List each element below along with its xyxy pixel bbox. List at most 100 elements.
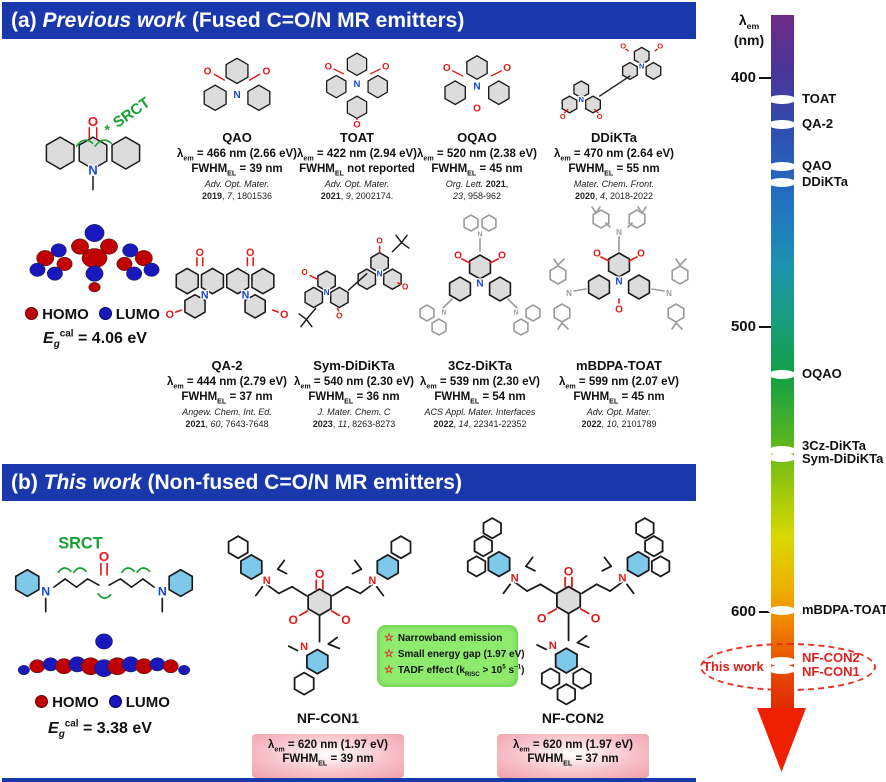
svg-text:O: O (593, 249, 601, 260)
svg-text:N: N (300, 641, 308, 653)
panel-a-banner-rest: (Fused C=O/N MR emitters) (186, 9, 465, 32)
star-icon: ☆ (384, 632, 394, 644)
emitter-reference: Mater. Chem. Front. 2020, 4, 2018-2022 (573, 179, 655, 201)
svg-text:N: N (615, 277, 622, 288)
highlight-item: Small energy gap (1.97 eV) (397, 649, 525, 661)
nf-con1-structure: O O O N N N (208, 512, 430, 710)
svg-text:O: O (196, 247, 204, 259)
svg-text:O: O (88, 114, 98, 129)
emitter-name: DDiKTa (591, 130, 637, 145)
svg-text:O: O (560, 112, 566, 121)
scale-tick (759, 326, 771, 328)
svg-text:O: O (166, 309, 174, 321)
svg-text:O: O (597, 112, 603, 121)
scale-marker (768, 369, 796, 379)
emitter-card: O O N O OQAO λem = 520 nm (2.38 eV) FWHMEL = 4… (416, 44, 538, 202)
scale-tick (759, 77, 771, 79)
svg-text:O: O (99, 549, 109, 564)
emitter-lambda: λem = 539 nm (2.30 eV) (420, 376, 540, 391)
homo-lumo-orbitals-a (22, 220, 167, 305)
emitter-name: QA-2 (211, 358, 243, 373)
scale-tick-label: 400 (730, 69, 756, 86)
svg-text:O: O (657, 41, 663, 50)
nf-con2-structure: O O O N N N (442, 508, 694, 710)
highlights-box: ☆ Narrowband emission ☆ Small energy gap (… (377, 625, 525, 687)
emitter-lambda: λem = 599 nm (2.07 eV) (559, 376, 679, 391)
svg-text:N: N (618, 573, 626, 585)
emitter-card: O O N QAO λem = 466 nm (2.66 eV) FWHMEL = 39 … (176, 44, 298, 202)
molecule-structure: N O O N O O (540, 34, 688, 128)
nf-con1-data-box: λem = 620 nm (1.97 eV) FWHMEL = 39 nm (252, 734, 404, 778)
axis-label-symbol: λem (738, 12, 760, 31)
this-work-ellipse (700, 643, 876, 691)
emitter-lambda: λem = 520 nm (2.38 eV) (417, 148, 537, 163)
emitter-name: TOAT (339, 130, 375, 145)
molecule-structure: O O N (176, 44, 298, 128)
scale-marker-label: QAO (802, 158, 832, 173)
scale-marker (768, 605, 796, 615)
homo-dot-icon (25, 307, 39, 320)
scale-tick-label: 600 (730, 603, 756, 620)
scale-marker-label: mBDPA-TOAT (802, 602, 886, 617)
svg-text:O: O (637, 249, 645, 260)
emitter-fwhm: FWHMEL not reported (299, 163, 415, 178)
svg-text:O: O (336, 312, 343, 321)
svg-text:O: O (473, 103, 481, 114)
molecule-structure: N O O N O O (290, 206, 418, 356)
panel-b-banner: (b) This work (Non-fused C=O/N MR emitte… (2, 464, 696, 501)
svg-text:O: O (591, 611, 601, 625)
lumo-dot-icon (108, 695, 122, 708)
svg-text:N: N (616, 228, 622, 237)
svg-text:O: O (503, 63, 511, 74)
panel-a-banner-em: Previous work (42, 9, 187, 32)
svg-text:N: N (476, 279, 483, 290)
emitter-fwhm: FWHMEL = 45 nm (431, 163, 523, 178)
emitter-lambda: λem = 466 nm (2.66 eV) (177, 148, 297, 163)
highlight-item: Narrowband emission (397, 633, 503, 644)
svg-text:O: O (262, 67, 270, 78)
emitter-fwhm: FWHMEL = 54 nm (434, 391, 526, 406)
nf-con1-lambda: λem = 620 nm (1.97 eV) (268, 739, 388, 754)
svg-text:N: N (41, 585, 50, 599)
svg-text:*: * (104, 122, 110, 138)
nf-con2-name: NF-CON2 (541, 710, 605, 726)
scale-marker (768, 177, 796, 187)
emitter-reference: Angew. Chem. Int. Ed. 2021, 60, 7643-7648 (182, 407, 272, 429)
axis-label: λem (nm) (728, 10, 770, 51)
svg-text:O: O (301, 268, 308, 277)
panel-a-banner-prefix: (a) (11, 9, 43, 32)
emitter-reference: J. Mater. Chem. C 2023, 11, 8263-8273 (312, 407, 396, 429)
homo-lumo-orbitals-b (4, 630, 204, 692)
scale-marker (768, 119, 796, 129)
svg-text:O: O (204, 67, 212, 78)
highlight-item: TADF effect (kRISC > 105 s−1) (397, 664, 525, 679)
svg-text:O: O (353, 119, 361, 128)
energy-gap-a: Egcal = 4.06 eV (43, 328, 147, 351)
svg-text:N: N (513, 310, 518, 317)
bottom-banner-edge (2, 778, 696, 782)
emitter-lambda: λem = 470 nm (2.64 eV) (554, 148, 674, 163)
star-icon: ☆ (384, 664, 394, 677)
emitter-lambda: λem = 422 nm (2.94 eV) (297, 148, 417, 163)
energy-gap-b: Egcal = 3.38 eV (48, 718, 152, 741)
svg-text:O: O (620, 41, 626, 50)
emitter-fwhm: FWHMEL = 39 nm (191, 163, 283, 178)
svg-text:N: N (639, 62, 644, 71)
emitter-name: OQAO (457, 130, 497, 145)
emitter-reference: Adv. Opt. Mater. 2021, 9, 2002174. (320, 179, 394, 201)
svg-text:O: O (376, 237, 383, 246)
emitter-fwhm: FWHMEL = 55 nm (568, 163, 660, 178)
emitter-fwhm: FWHMEL = 37 nm (181, 391, 273, 406)
nf-con1-fwhm: FWHMEL = 39 nm (282, 753, 374, 768)
svg-text:N: N (477, 232, 482, 239)
emitter-reference: Adv. Opt. Mater. 2019, 7, 1801536 (201, 179, 273, 201)
nf-con2-lambda: λem = 620 nm (1.97 eV) (513, 739, 633, 754)
scale-tick-label: 500 (730, 318, 756, 335)
scale-marker-label: Sym-DiDiKTa (802, 451, 884, 466)
scale-marker-label: QA-2 (802, 116, 834, 131)
homo-dot-icon (35, 695, 49, 708)
svg-text:O: O (454, 251, 462, 262)
